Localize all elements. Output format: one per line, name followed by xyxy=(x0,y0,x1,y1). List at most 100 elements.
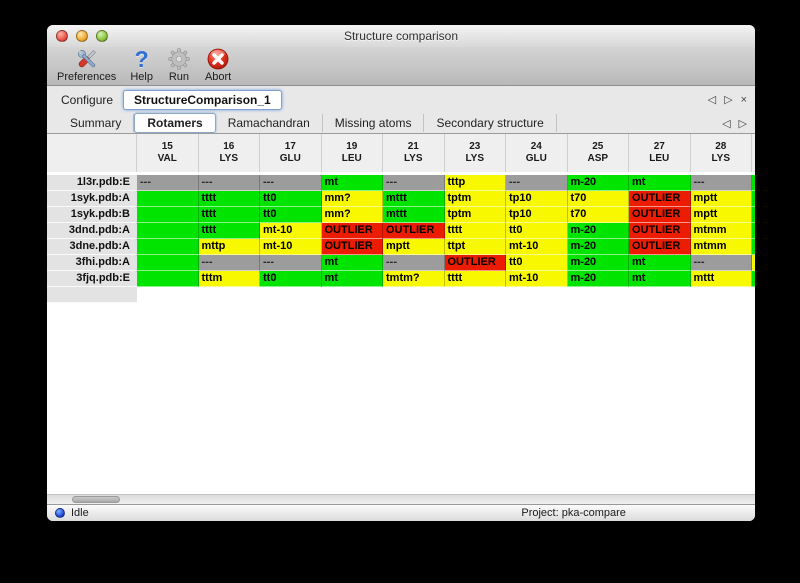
rotamer-cell[interactable] xyxy=(137,191,199,207)
rotamer-cell[interactable]: tttt xyxy=(198,223,260,239)
rotamer-cell[interactable]: tttt xyxy=(198,207,260,223)
rotamer-cell[interactable]: mt xyxy=(321,271,383,287)
row-label[interactable]: 1syk.pdb:A xyxy=(47,191,137,207)
rotamer-cell[interactable]: mt xyxy=(629,255,691,271)
rotamer-cell[interactable]: mtmm xyxy=(690,223,752,239)
rotamer-cell[interactable]: tt0 xyxy=(260,207,322,223)
horizontal-scrollbar[interactable] xyxy=(47,494,755,504)
tabs-next-icon[interactable]: ▷ xyxy=(738,117,747,130)
rotamer-cell[interactable]: --- xyxy=(383,255,445,271)
help-button[interactable]: ? Help xyxy=(130,47,153,84)
rotamer-cell[interactable]: t70 xyxy=(567,207,629,223)
row-label[interactable]: 1l3r.pdb:E xyxy=(47,175,137,191)
rotamer-cell[interactable] xyxy=(137,255,199,271)
rotamer-cell[interactable]: mt-10 xyxy=(506,271,568,287)
row-label[interactable]: 1syk.pdb:B xyxy=(47,207,137,223)
rotamer-cell[interactable]: tp10 xyxy=(506,207,568,223)
rotamer-cell[interactable]: OUTLIER xyxy=(629,239,691,255)
tab-secondary-structure[interactable]: Secondary structure xyxy=(424,114,557,132)
rotamer-cell[interactable]: OUTLIER xyxy=(629,207,691,223)
rotamer-cell[interactable]: mt-10 xyxy=(260,223,322,239)
tab-rotamers[interactable]: Rotamers xyxy=(134,113,216,133)
rotamer-cell[interactable]: --- xyxy=(198,255,260,271)
column-header[interactable]: 15 VAL xyxy=(137,134,199,172)
row-label[interactable]: 3dnd.pdb:A xyxy=(47,223,137,239)
rotamer-cell[interactable]: --- xyxy=(137,175,199,191)
rotamer-cell[interactable]: OUTLIER xyxy=(321,239,383,255)
rotamer-cell[interactable] xyxy=(137,239,199,255)
column-header[interactable]: 24 GLU xyxy=(506,134,568,172)
rotamer-cell[interactable]: --- xyxy=(690,175,752,191)
rotamer-cell[interactable] xyxy=(137,271,199,287)
run-button[interactable]: Run xyxy=(167,47,191,83)
row-label[interactable]: 3fjq.pdb:E xyxy=(47,271,137,287)
rotamer-cell[interactable]: tttt xyxy=(444,271,506,287)
rotamer-cell[interactable]: tptm xyxy=(444,191,506,207)
rotamer-cell[interactable]: m-20 xyxy=(567,239,629,255)
configure-name-field[interactable]: StructureComparison_1 xyxy=(123,89,282,110)
rotamer-cell[interactable]: tttt xyxy=(198,191,260,207)
rotamer-cell[interactable]: OUTLIER xyxy=(321,223,383,239)
rotamer-cell[interactable]: mttt xyxy=(383,207,445,223)
column-header[interactable]: 27 LEU xyxy=(629,134,691,172)
rotamer-cell[interactable]: tt0 xyxy=(260,271,322,287)
rotamer-cell[interactable]: mptt xyxy=(383,239,445,255)
rotamer-cell[interactable]: ttpt xyxy=(444,239,506,255)
rotamer-cell[interactable]: mttp xyxy=(198,239,260,255)
column-header[interactable]: 19 LEU xyxy=(321,134,383,172)
rotamer-cell[interactable]: m-20 xyxy=(567,175,629,191)
rotamer-cell[interactable]: mt xyxy=(629,175,691,191)
rotamer-cell[interactable]: m-20 xyxy=(567,271,629,287)
row-label[interactable]: 3fhi.pdb:A xyxy=(47,255,137,271)
rotamer-cell[interactable]: --- xyxy=(506,175,568,191)
rotamer-cell[interactable]: mptt xyxy=(690,207,752,223)
rotamer-cell[interactable]: mt-10 xyxy=(506,239,568,255)
rotamer-cell[interactable]: --- xyxy=(260,175,322,191)
tab-missing-atoms[interactable]: Missing atoms xyxy=(323,114,425,132)
column-header[interactable]: 17 GLU xyxy=(260,134,322,172)
rotamer-cell[interactable]: tt0 xyxy=(506,255,568,271)
rotamer-cell[interactable]: mtmm xyxy=(690,239,752,255)
rotamer-cell[interactable]: tttp xyxy=(444,175,506,191)
rotamer-cell[interactable]: OUTLIER xyxy=(629,223,691,239)
rotamer-cell[interactable]: mm? xyxy=(321,191,383,207)
rotamer-cell[interactable]: tttt xyxy=(444,223,506,239)
horizontal-scrollbar-thumb[interactable] xyxy=(72,496,120,503)
rotamer-cell[interactable]: mt xyxy=(629,271,691,287)
tabs-prev-icon[interactable]: ◁ xyxy=(722,117,731,130)
configure-prev-icon[interactable]: ◁ xyxy=(707,93,717,106)
rotamer-cell[interactable]: OUTLIER xyxy=(444,255,506,271)
column-header[interactable]: 16 LYS xyxy=(198,134,260,172)
column-header[interactable]: 21 LYS xyxy=(383,134,445,172)
rotamer-cell[interactable]: OUTLIER xyxy=(629,191,691,207)
rotamer-cell[interactable]: tp10 xyxy=(506,191,568,207)
tab-summary[interactable]: Summary xyxy=(57,114,135,132)
rotamer-cell[interactable] xyxy=(137,223,199,239)
rotamer-cell[interactable]: mm? xyxy=(321,207,383,223)
column-header[interactable]: 23 LYS xyxy=(444,134,506,172)
rotamer-cell[interactable]: tmtm? xyxy=(383,271,445,287)
rotamer-cell[interactable] xyxy=(137,207,199,223)
tab-ramachandran[interactable]: Ramachandran xyxy=(216,114,323,132)
rotamer-cell[interactable]: mt xyxy=(321,175,383,191)
column-header[interactable]: 25 ASP xyxy=(567,134,629,172)
rotamer-cell[interactable]: mt-10 xyxy=(260,239,322,255)
titlebar[interactable]: Structure comparison xyxy=(47,25,755,47)
column-header[interactable]: 28 LYS xyxy=(690,134,752,172)
configure-next-icon[interactable]: ▷ xyxy=(724,93,733,106)
abort-button[interactable]: Abort xyxy=(205,47,231,83)
rotamer-cell[interactable]: t70 xyxy=(567,191,629,207)
rotamer-cell[interactable]: mttt xyxy=(383,191,445,207)
rotamer-cell[interactable]: m-20 xyxy=(567,223,629,239)
minimize-window-button[interactable] xyxy=(76,30,88,42)
close-window-button[interactable] xyxy=(56,30,68,42)
rotamer-cell[interactable]: --- xyxy=(690,255,752,271)
preferences-button[interactable]: Preferences xyxy=(57,47,116,83)
row-label[interactable]: 3dne.pdb:A xyxy=(47,239,137,255)
configure-close-icon[interactable]: × xyxy=(740,93,747,106)
rotamer-cell[interactable]: m-20 xyxy=(567,255,629,271)
rotamer-cell[interactable]: mttt xyxy=(690,271,752,287)
rotamer-cell[interactable]: mptt xyxy=(690,191,752,207)
rotamer-cell[interactable]: --- xyxy=(383,175,445,191)
rotamer-cell[interactable]: tt0 xyxy=(506,223,568,239)
